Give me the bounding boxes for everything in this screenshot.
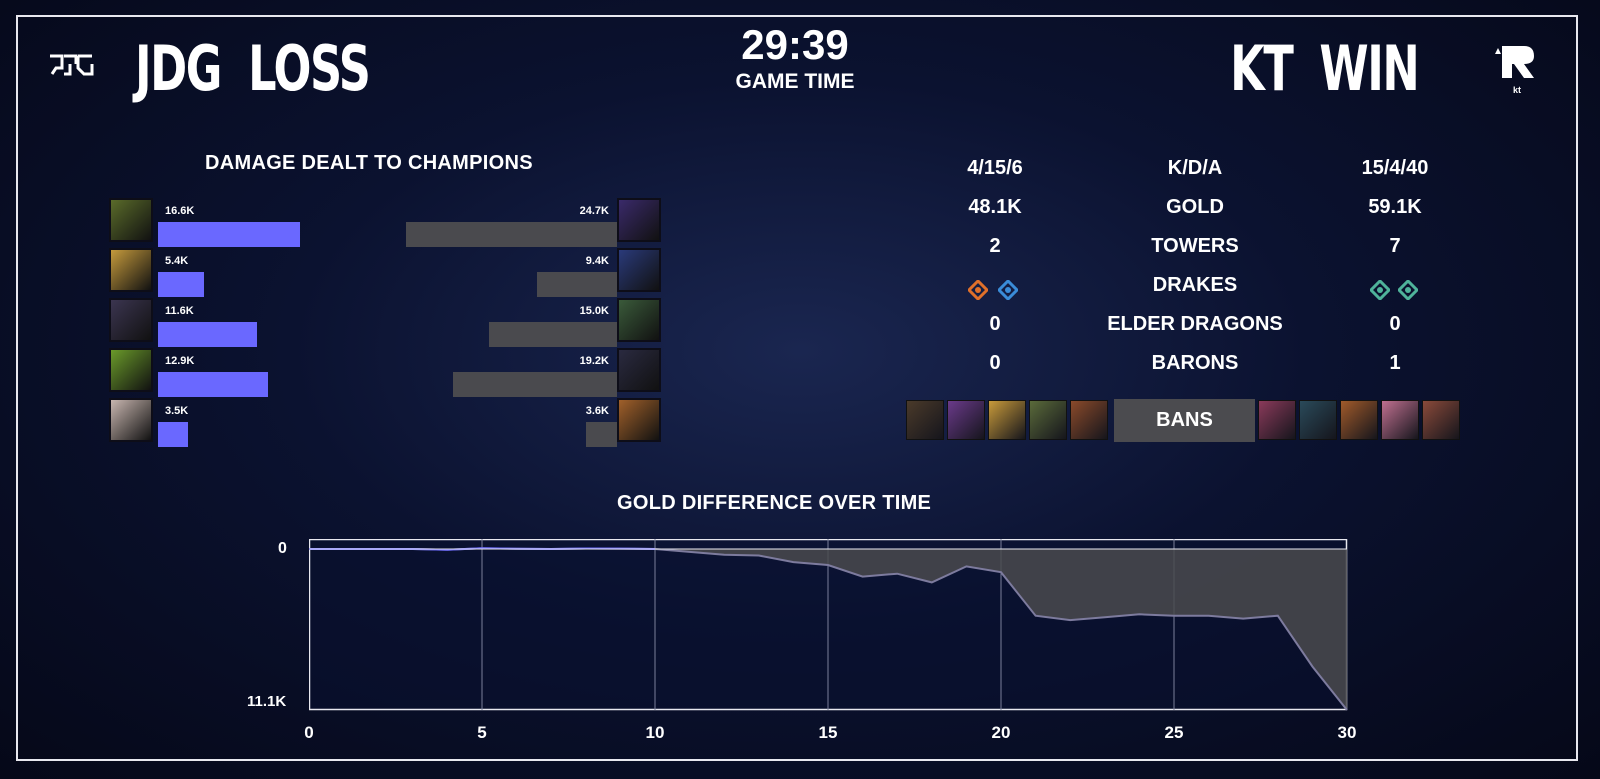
right-damage-bar: [537, 272, 617, 297]
left-damage-value: 3.5K: [165, 405, 189, 417]
left-damage-value: 12.9K: [165, 355, 195, 367]
right-damage-bar: [489, 322, 617, 347]
left-damage-bar: [158, 222, 300, 247]
stat-left-value: 4/15/6: [967, 157, 1023, 179]
right-damage-value: 3.6K: [585, 405, 609, 417]
stat-right-value: 15/4/40: [1361, 157, 1429, 179]
left-damage-value: 5.4K: [165, 255, 189, 267]
x-tick-label: 15: [818, 723, 838, 742]
left-team-result: LOSS: [248, 32, 371, 105]
stat-row: 0 BARONS 1: [920, 352, 1480, 382]
stat-left-value: 48.1K: [968, 196, 1022, 218]
y-label-top: 0: [278, 540, 287, 557]
left-ban-portrait: [988, 400, 1026, 440]
right-damage-value: 15.0K: [579, 305, 609, 317]
left-champion-portrait: [109, 398, 153, 442]
right-damage-bar: [586, 422, 617, 447]
stat-left-value: 0: [989, 313, 1001, 335]
right-damage-value: 9.4K: [585, 255, 609, 267]
left-champion-portrait: [109, 198, 153, 242]
right-team-name: KT WIN: [1230, 38, 1420, 100]
bans-label: BANS: [1114, 399, 1255, 442]
hextech-drake-icon: [1396, 278, 1420, 302]
left-damage-bar: [158, 272, 204, 297]
stat-row: DRAKES: [920, 274, 1480, 304]
left-ban-portrait: [947, 400, 985, 440]
stat-label: BARONS: [1151, 352, 1239, 374]
right-damage-bar: [453, 372, 617, 397]
stat-left-value: 0: [989, 352, 1001, 374]
stat-right-value: 7: [1389, 235, 1401, 257]
left-team-tag: JDG: [135, 32, 222, 105]
stat-left-value: 2: [989, 235, 1001, 257]
kt-rolster-logo-icon: kt: [1494, 42, 1540, 95]
right-damage-value: 24.7K: [579, 205, 609, 217]
y-label-bottom: 11.1K: [247, 693, 287, 710]
x-tick-label: 5: [477, 723, 487, 742]
infernal-drake-icon: [966, 278, 990, 302]
right-champion-portrait: [617, 248, 661, 292]
right-champion-portrait: [617, 348, 661, 392]
damage-title: DAMAGE DEALT TO CHAMPIONS: [205, 152, 533, 174]
gold-difference-chart: [309, 539, 1348, 711]
left-champion-portrait: [109, 248, 153, 292]
left-ban-portrait: [1029, 400, 1067, 440]
jdg-logo-icon: [48, 50, 94, 80]
x-tick-label: 20: [991, 723, 1011, 742]
stat-right-value: 59.1K: [1368, 196, 1422, 218]
game-time-label: GAME TIME: [735, 70, 855, 93]
ocean-drake-icon: [996, 278, 1020, 302]
kt-logo-text: kt: [1512, 85, 1521, 95]
left-damage-bar: [158, 322, 257, 347]
game-timer: 29:39: [741, 21, 849, 68]
stat-row: 2 TOWERS 7: [920, 235, 1480, 265]
overlay-frame: [16, 15, 1578, 761]
left-ban-portrait: [906, 400, 944, 440]
x-tick-label: 0: [304, 723, 314, 742]
left-damage-value: 16.6K: [165, 205, 195, 217]
right-champion-portrait: [617, 398, 661, 442]
left-damage-value: 11.6K: [165, 305, 194, 317]
left-team-name: JDG LOSS: [135, 38, 371, 100]
stat-right-value: 1: [1389, 352, 1401, 374]
right-ban-portrait: [1422, 400, 1460, 440]
left-champion-portrait: [109, 298, 153, 342]
right-ban-portrait: [1299, 400, 1337, 440]
stat-right-value: 0: [1389, 313, 1401, 335]
right-champion-portrait: [617, 298, 661, 342]
stat-label: DRAKES: [1152, 274, 1238, 296]
left-ban-portrait: [1070, 400, 1108, 440]
right-team-tag: KT: [1229, 32, 1294, 105]
right-team-result: WIN: [1319, 32, 1419, 105]
left-damage-bar: [158, 422, 188, 447]
stat-row: 0 ELDER DRAGONS 0: [920, 313, 1480, 343]
right-ban-portrait: [1258, 400, 1296, 440]
stat-row: 4/15/6 K/D/A 15/4/40: [920, 157, 1480, 187]
x-tick-label: 25: [1164, 723, 1184, 742]
stat-label: GOLD: [1166, 196, 1224, 218]
stat-label: ELDER DRAGONS: [1107, 313, 1283, 335]
gold-chart-title: GOLD DIFFERENCE OVER TIME: [617, 492, 932, 514]
right-champion-portrait: [617, 198, 661, 242]
left-champion-portrait: [109, 348, 153, 392]
hextech-drake-icon: [1368, 278, 1392, 302]
x-tick-label: 30: [1337, 723, 1357, 742]
left-damage-bar: [158, 372, 268, 397]
stat-label: K/D/A: [1167, 157, 1223, 179]
right-ban-portrait: [1340, 400, 1378, 440]
x-tick-label: 10: [645, 723, 665, 742]
gold-deficit-area: [309, 549, 1347, 710]
stat-label: TOWERS: [1151, 235, 1239, 257]
right-ban-portrait: [1381, 400, 1419, 440]
right-damage-value: 19.2K: [579, 355, 609, 367]
right-damage-bar: [406, 222, 617, 247]
stat-row: 48.1K GOLD 59.1K: [920, 196, 1480, 226]
